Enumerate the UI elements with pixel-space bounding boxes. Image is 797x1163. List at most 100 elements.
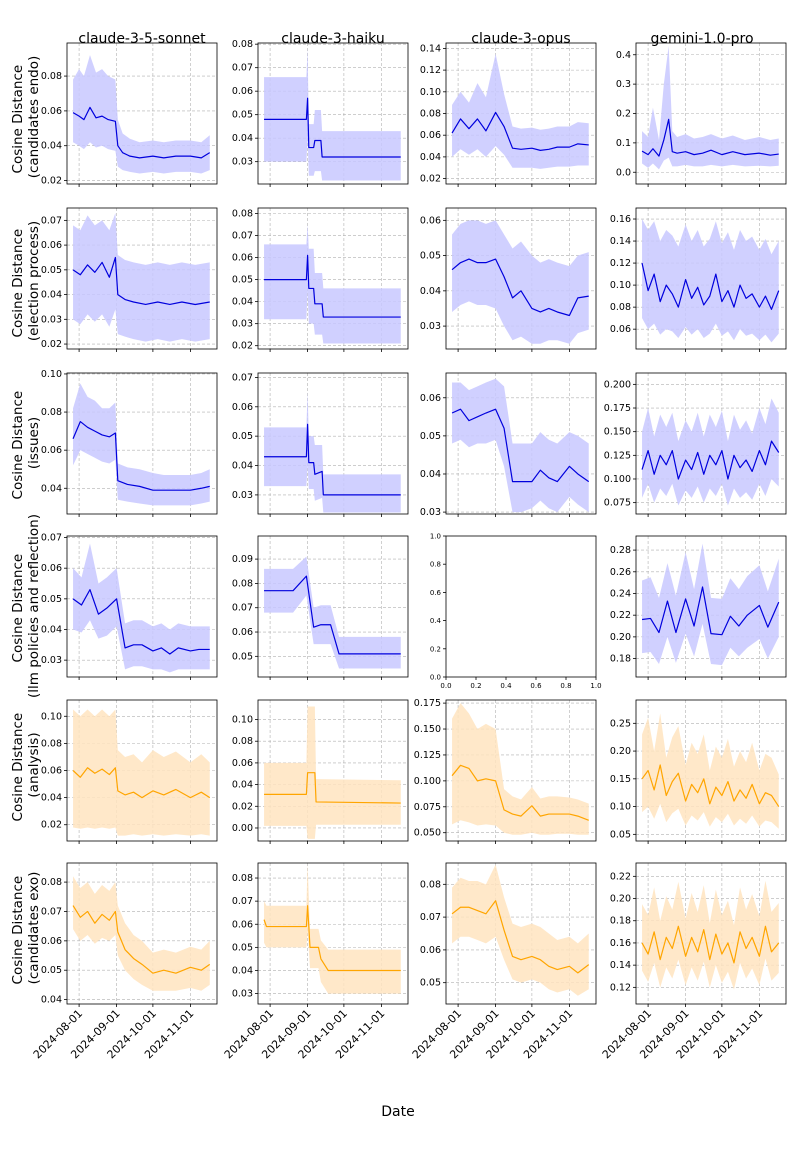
subplot-r4-gemini-1-0-pro: 0.05 0.10 0.15 0.20 0.25 <box>610 699 787 844</box>
y-tick-label: 0.07 <box>41 906 62 917</box>
y-tick-label: 0.07 <box>41 215 62 226</box>
row-label-line1: Cosine Distance <box>10 391 26 500</box>
subplot-r0-claude-3-haiku: 0.03 0.04 0.05 0.06 0.07 0.08 <box>232 39 409 187</box>
series-line <box>641 586 780 636</box>
y-tick-label: 0.07 <box>232 896 253 907</box>
axes-frame <box>257 862 409 1005</box>
subplot-r5-gemini-1-0-pro: 0.120.140.160.180.200.222024-08-012024-0… <box>600 862 787 1061</box>
col-title-claude-3-5-sonnet: claude-3-5-sonnet <box>78 31 206 47</box>
confidence-band <box>264 706 401 839</box>
y-tick-label: 0.04 <box>41 483 62 494</box>
y-tick-label: 0.05 <box>610 829 631 840</box>
y-tick-label: 0.10 <box>232 715 253 726</box>
y-tick-label: 0.04 <box>41 995 62 1006</box>
y-tick-label: 0.4 <box>616 50 631 61</box>
y-tick-label: 0.175 <box>414 698 441 709</box>
row-label-line2: (candidates exo) <box>26 872 42 985</box>
y-tick-label: 0.06 <box>41 936 62 947</box>
y-tick-label: 0.04 <box>232 965 253 976</box>
x-tick-label: 0.8 <box>560 682 571 690</box>
y-tick-label: 0.6 <box>430 589 442 597</box>
confidence-band <box>264 48 401 181</box>
y-tick-label: 0.18 <box>610 654 631 665</box>
axes-frame <box>257 372 409 515</box>
series-line <box>264 423 401 496</box>
confidence-band <box>73 543 210 673</box>
axes-frame <box>66 42 218 185</box>
axes-frame <box>66 372 218 515</box>
y-tick-label: 0.06 <box>232 86 253 97</box>
series-line <box>72 256 210 306</box>
col-title-claude-3-haiku: claude-3-haiku <box>281 31 384 47</box>
subplot-r0-claude-3-5-sonnet: 0.02 0.04 0.06 0.08 <box>41 42 218 187</box>
subplot-r1-gemini-1-0-pro: 0.06 0.08 0.10 0.12 0.14 0.16 <box>610 207 787 352</box>
confidence-band <box>642 398 779 506</box>
y-tick-label: 0.04 <box>232 461 253 472</box>
y-tick-label: 0.02 <box>420 174 441 185</box>
y-tick-label: 0.03 <box>420 507 441 518</box>
subplot-r5-claude-3-opus: 0.050.060.070.082024-08-012024-09-012024… <box>410 862 597 1061</box>
row-label-line2: (llm policies and reflection) <box>26 514 42 698</box>
y-tick-label: 0.06 <box>232 627 253 638</box>
y-tick-label: 0.075 <box>604 498 631 509</box>
subplot-r2-claude-3-haiku: 0.03 0.04 0.05 0.06 0.07 <box>232 372 409 517</box>
y-tick-label: 0.3 <box>616 79 631 90</box>
confidence-band <box>73 876 210 991</box>
y-tick-label: 0.05 <box>420 431 441 442</box>
confidence-band <box>452 378 589 513</box>
axes-frame <box>257 535 409 678</box>
y-tick-label: 0.08 <box>232 578 253 589</box>
col-title-claude-3-opus: claude-3-opus <box>471 31 570 47</box>
subplot-r0-claude-3-opus: 0.02 0.04 0.06 0.08 0.10 0.12 0.14 <box>420 42 597 187</box>
y-tick-label: 0.05 <box>232 942 253 953</box>
series-line <box>641 118 779 157</box>
series-line <box>264 254 401 318</box>
x-axis-title: Date <box>381 1104 414 1120</box>
y-tick-label: 0.07 <box>232 372 253 383</box>
y-tick-label: 0.04 <box>41 793 62 804</box>
y-tick-label: 0.14 <box>610 236 631 247</box>
row-label-line2: (election process) <box>26 221 42 341</box>
y-tick-label: 0.06 <box>41 766 62 777</box>
y-tick-label: 0.14 <box>610 960 631 971</box>
y-tick-label: 0.06 <box>41 240 62 251</box>
series-line <box>72 106 211 159</box>
subplot-r3-gemini-1-0-pro: 0.18 0.20 0.22 0.24 0.26 0.28 <box>610 535 787 680</box>
y-tick-label: 0.07 <box>420 912 441 923</box>
y-tick-label: 0.175 <box>604 403 631 414</box>
subplot-r4-claude-3-opus: 0.050 0.075 0.100 0.125 0.150 0.175 <box>414 698 597 844</box>
row-label-candidates-exo: Cosine Distance (candidates exo) <box>10 872 42 985</box>
subplot-r5-claude-3-5-sonnet: 0.040.050.060.070.082024-08-012024-09-01… <box>31 862 218 1061</box>
y-tick-label: 0.20 <box>610 894 631 905</box>
x-tick-label: 1.0 <box>590 682 601 690</box>
series-line <box>72 420 210 491</box>
y-tick-label: 0.06 <box>41 445 62 456</box>
y-tick-label: 0.04 <box>41 290 62 301</box>
y-tick-label: 0.05 <box>232 651 253 662</box>
confidence-band <box>642 880 779 990</box>
y-tick-label: 0.06 <box>232 758 253 769</box>
row-label-election-process: Cosine Distance (election process) <box>10 221 42 341</box>
subplot-r4-claude-3-haiku: 0.00 0.02 0.04 0.06 0.08 0.10 <box>232 699 409 844</box>
series-line <box>451 111 589 151</box>
row-label-line2: (candidates endo) <box>26 56 42 179</box>
series-line <box>451 258 589 317</box>
y-tick-label: 0.24 <box>610 588 631 599</box>
axes-frame <box>445 535 597 678</box>
subplot-r2-gemini-1-0-pro: 0.075 0.100 0.125 0.150 0.175 0.200 <box>604 372 787 517</box>
y-tick-label: 0.12 <box>610 258 631 269</box>
y-tick-label: 0.08 <box>41 738 62 749</box>
row-label-line1: Cosine Distance <box>10 229 26 338</box>
series-line <box>264 575 401 655</box>
confidence-band <box>264 556 401 669</box>
axes-frame <box>66 862 218 1005</box>
subplot-r1-claude-3-5-sonnet: 0.02 0.03 0.04 0.05 0.06 0.07 <box>41 207 218 352</box>
series-line <box>264 772 401 804</box>
y-tick-label: 0.26 <box>610 567 631 578</box>
y-tick-label: 0.28 <box>610 545 631 556</box>
y-tick-label: 0.8 <box>430 561 441 569</box>
y-tick-label: 0.2 <box>616 109 631 120</box>
y-tick-label: 0.0 <box>616 167 631 178</box>
confidence-band <box>452 864 589 996</box>
series-line <box>72 767 211 799</box>
